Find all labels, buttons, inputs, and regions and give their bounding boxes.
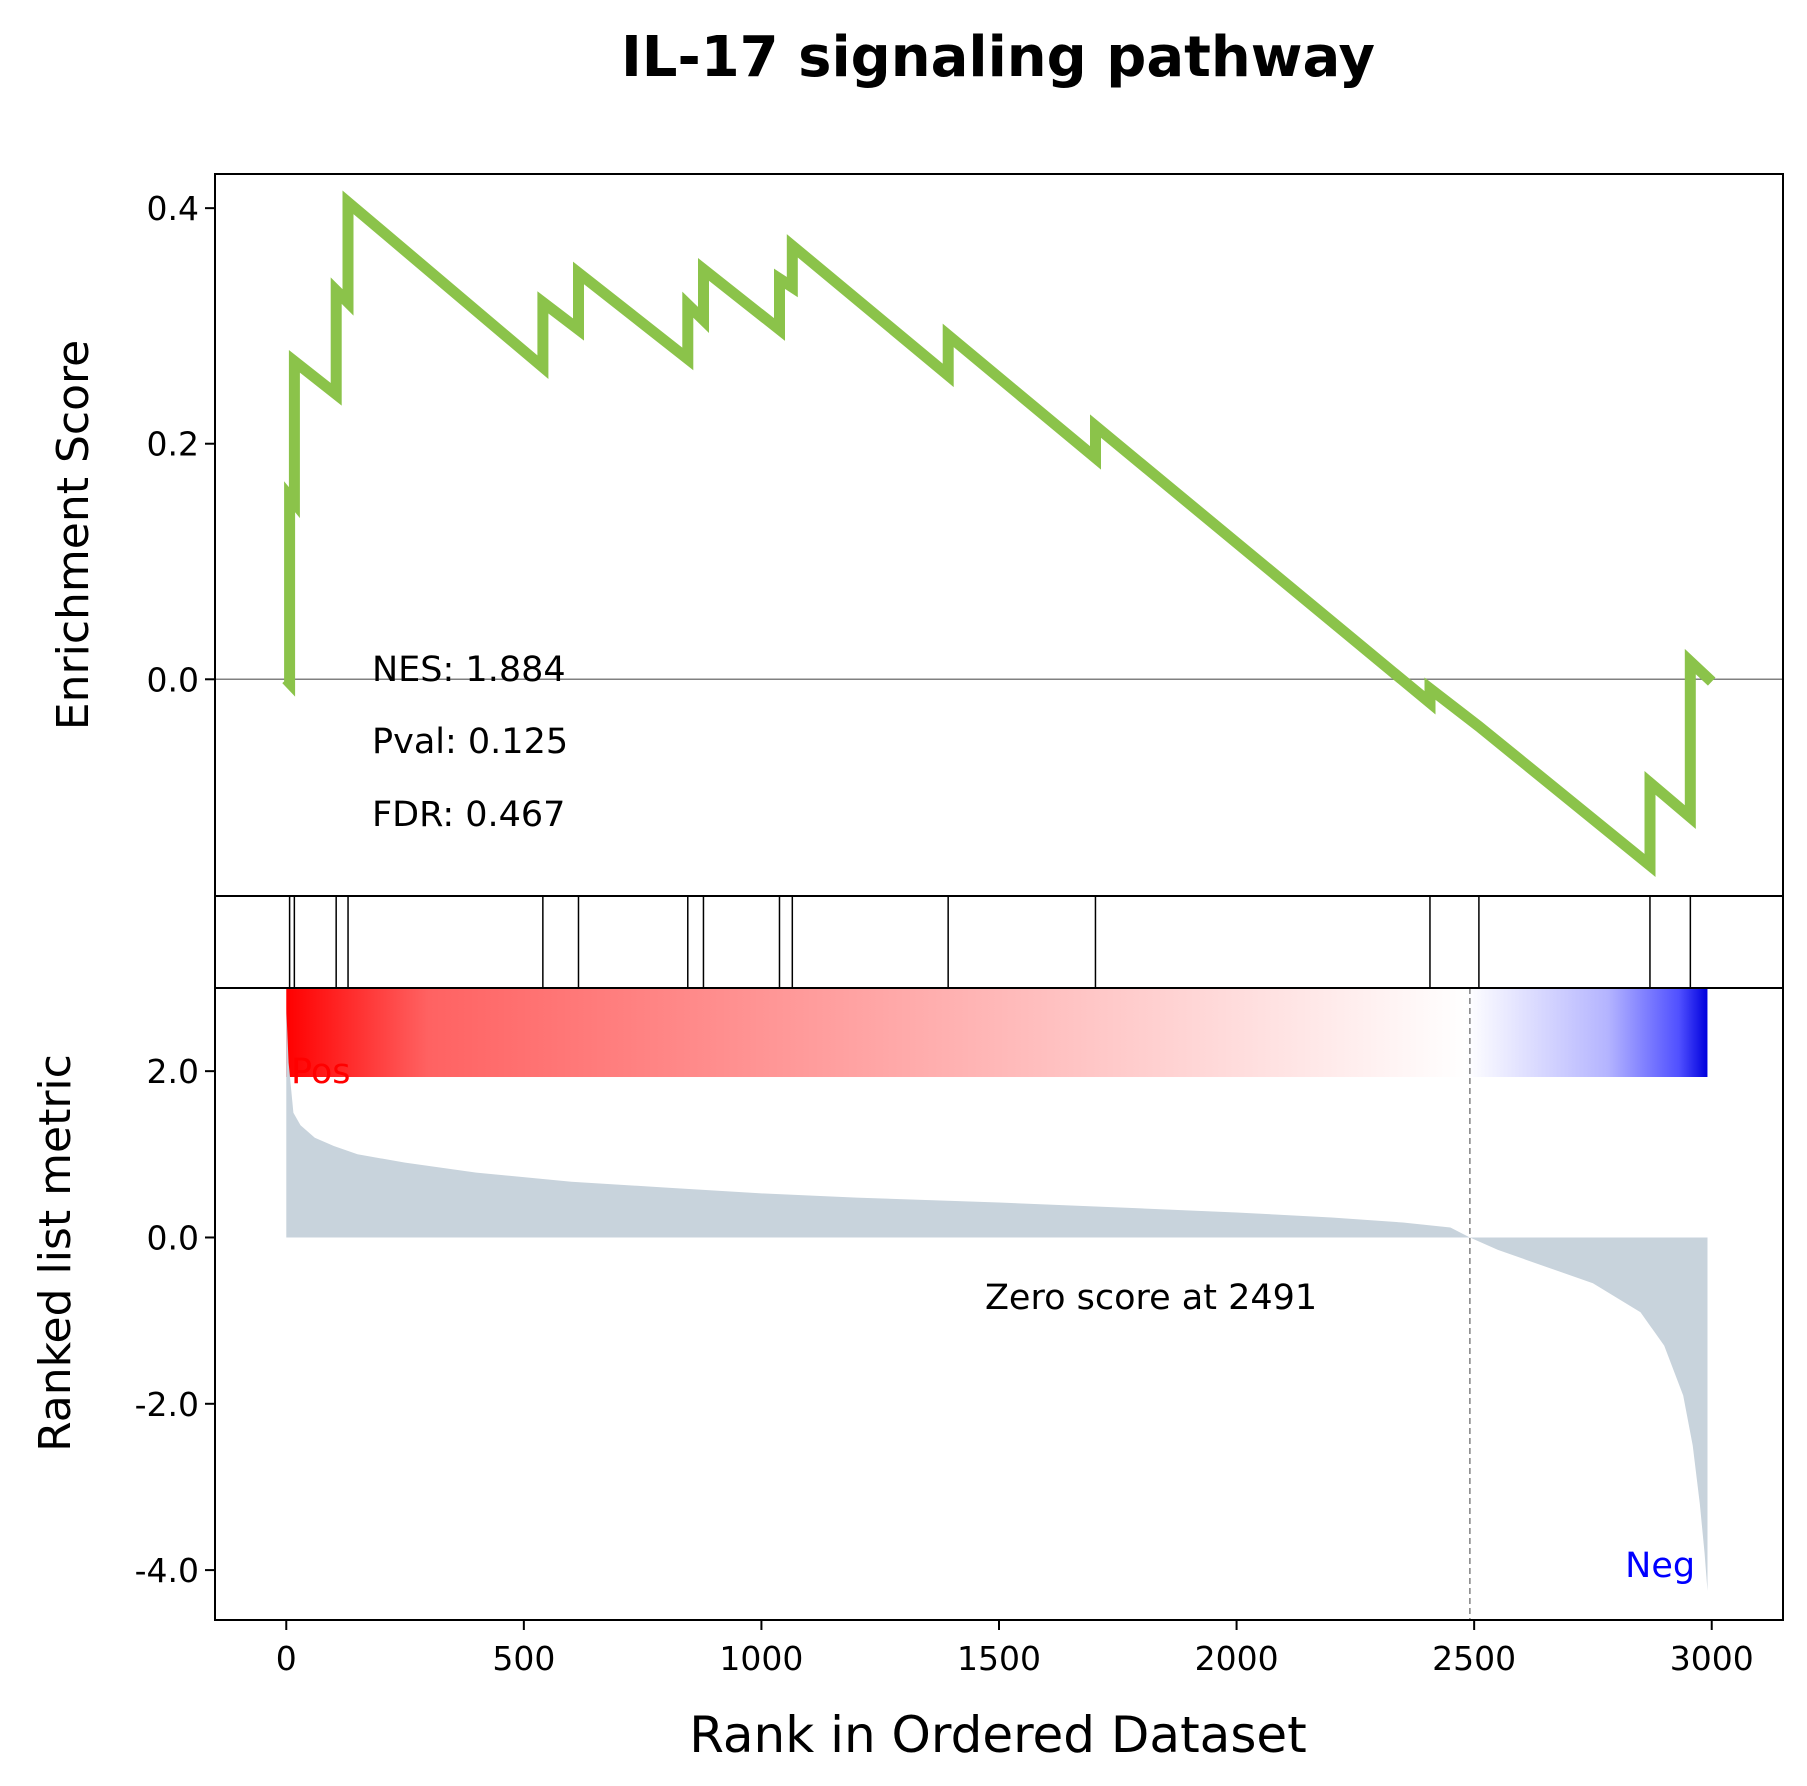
x-tick-label: 0 (276, 1639, 297, 1678)
es-y-axis: 0.0 0.2 0.4 (147, 189, 215, 699)
hit-marks (288, 896, 1692, 988)
es-y-tick-label: 0.0 (147, 660, 199, 699)
es-y-tick-label: 0.4 (147, 189, 199, 228)
pval-annotation: Pval: 0.125 (372, 722, 568, 762)
rank-y-axis: 2.0 0.0 -2.0 -4.0 (135, 1052, 215, 1590)
es-panel: 0.0 0.2 0.4 Enrichment Score NES: 1.884 Pv… (48, 173, 1784, 897)
es-y-tick-label: 0.2 (147, 425, 199, 464)
es-line (282, 190, 1716, 877)
rank-color-bar (286, 988, 1708, 1077)
rank-y-tick-label: 2.0 (147, 1052, 199, 1091)
rank-panel: Zero score at 2491 Pos Neg 2.0 0.0 -2.0 -4.… (30, 987, 1784, 1621)
chart-title: IL-17 signaling pathway (621, 25, 1375, 90)
fdr-annotation: FDR: 0.467 (372, 795, 565, 835)
rank-y-label: Ranked list metric (30, 1054, 81, 1452)
pos-label: Pos (291, 1052, 351, 1092)
x-axis-label: Rank in Ordered Dataset (689, 1706, 1306, 1764)
rank-y-tick-label: 0.0 (147, 1218, 199, 1257)
x-tick-label: 1000 (719, 1639, 803, 1678)
x-tick-label: 2500 (1432, 1639, 1516, 1678)
x-tick-label: 1500 (957, 1639, 1041, 1678)
x-tick-label: 500 (492, 1639, 555, 1678)
nes-annotation: NES: 1.884 (372, 650, 566, 690)
zero-cross-label: Zero score at 2491 (985, 1278, 1317, 1318)
hit-panel (214, 895, 1784, 989)
hit-frame (214, 895, 1784, 989)
x-tick-label: 2000 (1195, 1639, 1279, 1678)
rank-y-tick-label: -2.0 (135, 1385, 199, 1424)
x-tick-label: 3000 (1670, 1639, 1754, 1678)
es-y-label: Enrichment Score (48, 340, 99, 730)
x-axis: 0 500 1000 1500 2000 2500 3000 (276, 1620, 1754, 1678)
rank-y-tick-label: -4.0 (135, 1551, 199, 1590)
neg-label: Neg (1625, 1546, 1695, 1586)
